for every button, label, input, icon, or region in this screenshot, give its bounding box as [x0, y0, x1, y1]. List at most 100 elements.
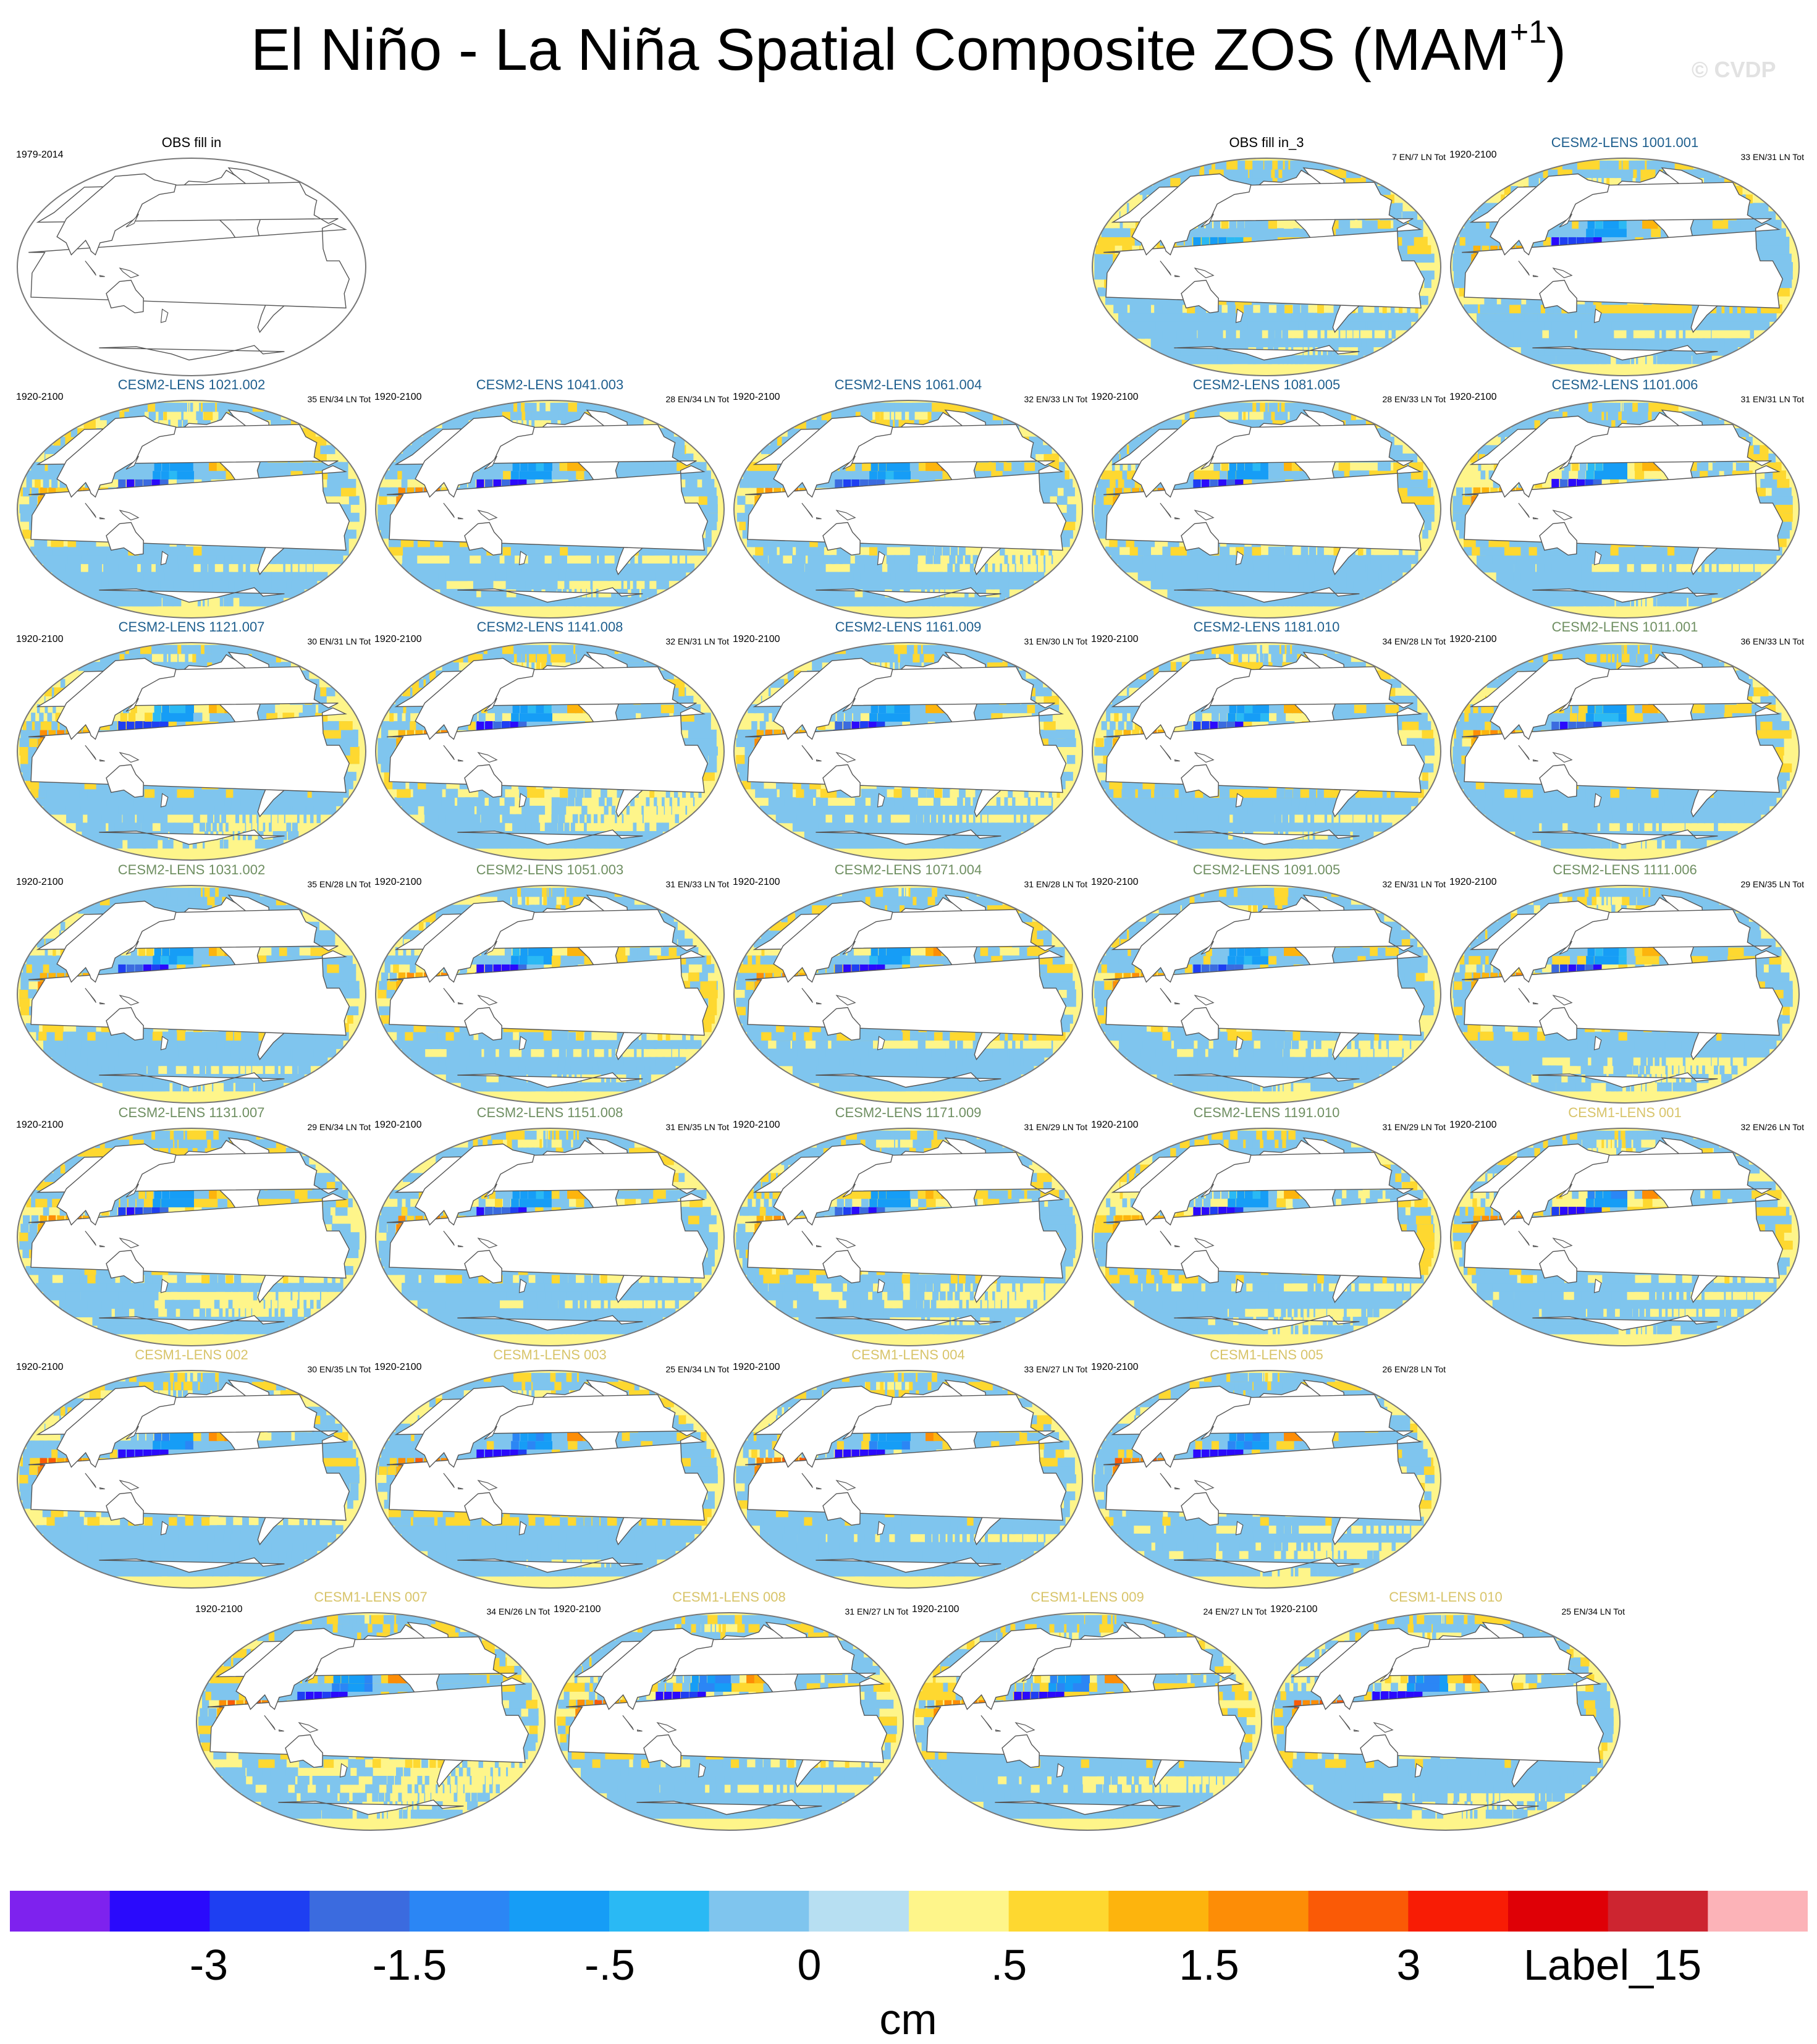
anomaly-cell: [1309, 547, 1316, 556]
anomaly-cell: [1501, 313, 1514, 322]
anomaly-cell: [638, 555, 643, 564]
anomaly-cell: [1238, 321, 1247, 331]
anomaly-cell: [1760, 237, 1772, 246]
anomaly-cell: [286, 822, 291, 832]
anomaly-cell: [564, 580, 569, 589]
anomaly-cell: [1701, 564, 1705, 573]
anomaly-cell: [591, 555, 597, 564]
anomaly-cell: [1627, 572, 1634, 581]
anomaly-cell: [1580, 313, 1590, 322]
anomaly-cell: [1323, 555, 1329, 564]
anomaly-cell: [227, 598, 233, 607]
anomaly-cell: [702, 479, 714, 488]
chart-title-text: El Niño - La Niña Spatial Composite ZOS …: [251, 17, 1510, 83]
anomaly-cell: [536, 470, 544, 479]
anomaly-cell: [284, 814, 285, 824]
anomaly-cell: [1688, 598, 1702, 607]
anomaly-cell: [1339, 220, 1351, 229]
panel-title: CESM2-LENS 1101.006: [1446, 377, 1804, 393]
anomaly-cell: [949, 580, 951, 589]
anomaly-cell: [1680, 355, 1692, 365]
anomaly-cell: [1603, 555, 1613, 564]
anomaly-cell: [219, 822, 223, 832]
anomaly-cell: [1635, 228, 1644, 237]
anomaly-cell: [1372, 330, 1375, 339]
anomaly-cell: [1223, 580, 1234, 589]
anomaly-cell: [543, 403, 546, 412]
anomaly-cell: [1596, 412, 1600, 421]
anomaly-cell: [1702, 338, 1705, 347]
anomaly-cell: [1619, 470, 1627, 479]
anomaly-cell: [1674, 313, 1680, 322]
anomaly-cell: [238, 806, 243, 815]
anomaly-cell: [226, 580, 229, 589]
world-map: [1449, 157, 1800, 377]
anomaly-cell: [457, 555, 470, 564]
anomaly-cell: [1313, 347, 1315, 356]
anomaly-cell: [1015, 564, 1016, 573]
anomaly-cell: [871, 580, 881, 589]
anomaly-cell: [1351, 321, 1353, 331]
anomaly-cell: [495, 572, 506, 581]
anomaly-cell: [1276, 564, 1283, 573]
anomaly-cell: [1223, 338, 1234, 347]
anomaly-cell: [783, 572, 799, 581]
anomaly-cell: [1622, 169, 1626, 179]
anomaly-cell: [1716, 564, 1719, 573]
anomaly-cell: [1301, 547, 1309, 556]
anomaly-cell: [1242, 598, 1252, 607]
anomaly-cell: [137, 470, 144, 479]
anomaly-cell: [193, 814, 200, 824]
anomaly-cell: [1012, 555, 1015, 564]
anomaly-cell: [1594, 228, 1602, 237]
anomaly-cell: [1219, 572, 1230, 581]
anomaly-cell: [869, 470, 877, 479]
anomaly-cell: [1171, 305, 1183, 314]
anomaly-cell: [232, 580, 235, 589]
anomaly-cell: [248, 797, 254, 806]
anomaly-cell: [1315, 555, 1322, 564]
anomaly-cell: [1294, 580, 1298, 589]
anomaly-cell: [290, 564, 292, 573]
anomaly-cell: [1645, 169, 1656, 179]
anomaly-cell: [1294, 338, 1298, 347]
anomaly-cell: [799, 580, 817, 589]
anomaly-cell: [890, 412, 891, 421]
anomaly-cell: [1052, 555, 1053, 564]
anomaly-cell: [1656, 564, 1662, 573]
anomaly-cell: [1561, 338, 1574, 347]
anomaly-cell: [974, 580, 976, 589]
anomaly-cell: [910, 462, 919, 471]
anomaly-cell: [685, 479, 697, 488]
anomaly-cell: [1299, 355, 1304, 365]
anomaly-cell: [1728, 220, 1741, 229]
anomaly-cell: [545, 580, 552, 589]
anomaly-cell: [1601, 412, 1604, 421]
anomaly-cell: [1578, 470, 1585, 479]
anomaly-cell: [1123, 228, 1128, 237]
anomaly-cell: [1574, 580, 1586, 589]
anomaly-cell: [1276, 555, 1284, 564]
anomaly-cell: [1650, 313, 1657, 322]
anomaly-cell: [1365, 321, 1367, 331]
anomaly-cell: [949, 555, 955, 564]
anomaly-cell: [1603, 228, 1611, 237]
anomaly-cell: [839, 572, 851, 581]
anomaly-cell: [1721, 462, 1733, 471]
anomaly-cell: [957, 555, 963, 564]
anomaly-cell: [1243, 412, 1246, 421]
anomaly-cell: [1724, 572, 1726, 581]
anomaly-cell: [1643, 305, 1651, 314]
anomaly-cell: [1253, 220, 1261, 229]
anomaly-cell: [1020, 555, 1023, 564]
anomaly-cell: [1325, 330, 1327, 339]
anomaly-cell: [1138, 547, 1151, 556]
anomaly-cell: [922, 580, 927, 589]
anomaly-cell: [1276, 305, 1284, 314]
anomaly-cell: [1318, 355, 1328, 365]
anomaly-cell: [460, 572, 474, 581]
anomaly-cell: [1202, 237, 1210, 246]
anomaly-cell: [1113, 305, 1128, 314]
anomaly-cell: [1260, 462, 1269, 471]
